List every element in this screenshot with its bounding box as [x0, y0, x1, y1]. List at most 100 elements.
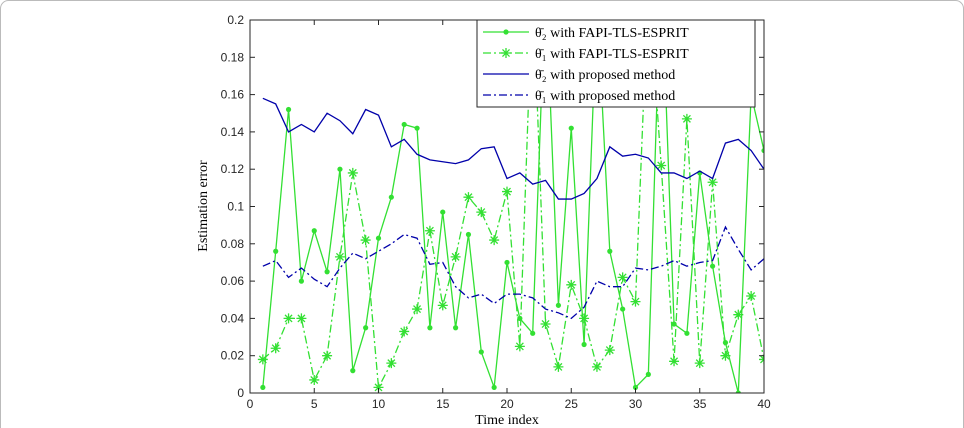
x-axis-label: Time index: [475, 413, 539, 428]
point: [412, 304, 423, 315]
point: [694, 358, 705, 369]
x-tick-label: 25: [565, 397, 579, 411]
x-tick-label: 5: [311, 397, 318, 411]
point: [360, 235, 371, 246]
point: [337, 166, 343, 172]
legend-box: [476, 19, 756, 108]
point: [350, 368, 356, 374]
point: [684, 330, 690, 336]
y-tick-label: 0.06: [221, 274, 245, 288]
point: [504, 259, 510, 266]
point: [733, 309, 744, 320]
point: [450, 251, 461, 262]
point: [579, 313, 590, 324]
point: [463, 192, 474, 203]
point: [555, 302, 562, 308]
point: [722, 340, 729, 346]
point: [710, 263, 716, 269]
point: [424, 225, 435, 236]
legend-marker: [501, 48, 511, 58]
series-line: [262, 20, 764, 390]
point: [746, 291, 757, 302]
point: [514, 341, 525, 352]
point: [285, 106, 292, 113]
point: [322, 350, 333, 361]
point: [681, 113, 692, 124]
point: [761, 147, 764, 154]
point: [607, 248, 613, 254]
point: [311, 228, 317, 234]
y-tick-label: 0.12: [221, 162, 245, 176]
x-tick-label: 0: [247, 397, 254, 411]
point: [283, 313, 294, 324]
point: [491, 384, 497, 391]
point: [296, 313, 307, 324]
point: [260, 384, 266, 391]
point: [363, 325, 369, 331]
point: [375, 235, 382, 241]
point: [309, 374, 320, 385]
point: [707, 177, 718, 188]
y-axis-label: Estimation error: [196, 160, 211, 252]
point: [591, 361, 602, 372]
point: [656, 160, 667, 171]
point: [630, 296, 641, 307]
point: [298, 278, 304, 284]
point: [530, 330, 536, 336]
point: [476, 207, 487, 218]
y-tick-label: 0.04: [221, 311, 245, 325]
point: [270, 343, 281, 354]
point: [388, 194, 394, 200]
legend-marker: [503, 29, 509, 35]
point: [632, 384, 639, 391]
point: [502, 186, 512, 197]
point: [427, 325, 433, 331]
point: [553, 361, 564, 372]
point: [604, 345, 615, 356]
point: [453, 325, 459, 331]
point: [465, 231, 472, 238]
point: [334, 251, 345, 262]
point: [257, 354, 268, 365]
point: [568, 125, 574, 131]
point: [645, 371, 651, 377]
y-tick-label: 0.14: [221, 125, 245, 139]
series-line: [262, 97, 764, 200]
y-tick-label: 0: [237, 386, 244, 400]
legend-label: θ̄₁ with FAPI-TLS-ESPRIT: [535, 47, 689, 62]
x-tick-label: 40: [757, 397, 771, 411]
series-line: [262, 225, 764, 320]
y-tick-label: 0.18: [221, 50, 245, 64]
point: [669, 356, 680, 367]
y-tick-label: 0.02: [221, 349, 245, 363]
legend-label: θ̄₂ with FAPI-TLS-ESPRIT: [535, 26, 689, 41]
y-tick-label: 0.16: [221, 88, 245, 102]
x-tick-label: 35: [693, 397, 707, 411]
point: [401, 121, 407, 128]
legend-label: θ̄₂ with proposed method: [535, 68, 675, 83]
legend-label: θ̄₁ with proposed method: [535, 89, 675, 104]
point: [720, 350, 731, 361]
point: [489, 235, 500, 246]
point: [581, 341, 587, 348]
point: [540, 318, 551, 329]
point: [478, 349, 484, 355]
point: [566, 279, 577, 290]
point: [273, 248, 279, 254]
point: [324, 269, 330, 275]
y-tick-label: 0.08: [221, 237, 245, 251]
y-tick-label: 0.2: [227, 13, 244, 27]
point: [620, 306, 626, 312]
x-tick-label: 15: [436, 397, 450, 411]
x-tick-label: 30: [629, 397, 643, 411]
point: [373, 382, 384, 393]
point: [347, 167, 358, 178]
point: [414, 125, 420, 131]
point: [735, 390, 741, 393]
x-tick-label: 10: [372, 397, 386, 411]
point: [399, 326, 410, 337]
point: [437, 300, 448, 311]
point: [440, 209, 446, 215]
point: [617, 272, 628, 283]
